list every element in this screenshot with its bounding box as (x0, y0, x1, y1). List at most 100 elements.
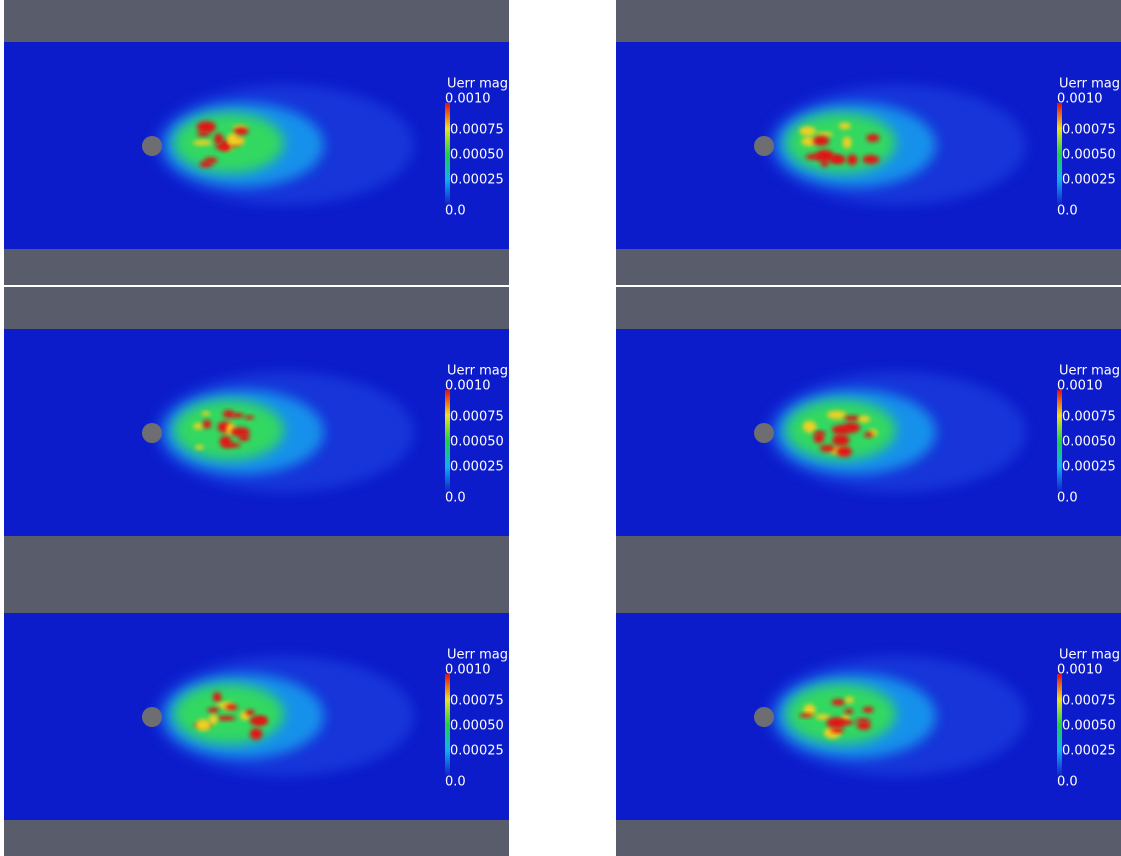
wake-mid (174, 684, 284, 744)
colorbar-tick-label: 0.00050 (450, 435, 504, 450)
colorbar-title: Uerr mag (447, 364, 508, 379)
wake-spot (220, 436, 232, 447)
colorbar-tick-label: 0.0010 (1057, 379, 1103, 394)
wake-spot (832, 425, 851, 435)
wake-spot (231, 427, 250, 436)
cylinder (142, 136, 162, 156)
wake-spot (255, 717, 267, 724)
panel-bottom-band (616, 536, 1121, 572)
wake (766, 372, 1026, 492)
panel-top-band (4, 571, 509, 613)
wake-spot (195, 445, 204, 450)
wake-spot (845, 697, 854, 703)
wake-spot (799, 126, 815, 136)
cylinder (754, 136, 774, 156)
wake-spot (193, 140, 212, 146)
panel: Uerr mag0.00100.000750.000500.000250.0 (4, 287, 509, 572)
wake-spot (803, 421, 817, 433)
wake-spot (827, 411, 847, 419)
wake-spot (842, 137, 851, 149)
wake-spot (805, 154, 824, 160)
wake-spot (839, 123, 851, 130)
wake-spot (226, 704, 238, 710)
colorbar-tick-label: 0.00050 (1062, 435, 1116, 450)
wake-spot (234, 127, 249, 135)
wake-spot (204, 157, 218, 163)
colorbar-tick-label: 0.0010 (445, 663, 491, 678)
wake-spot (857, 722, 871, 730)
colorbar-tick-label: 0.0 (1057, 204, 1078, 219)
colorbar-tick-label: 0.0010 (445, 92, 491, 107)
wake-spot (862, 155, 879, 164)
wake-spot (827, 717, 847, 728)
panel-top-band (4, 287, 509, 329)
wake-spot (213, 692, 222, 702)
panel-bottom-band (4, 820, 509, 856)
wake-spot (813, 433, 824, 443)
colorbar-tick-label: 0.0 (445, 204, 466, 219)
colorbar-tick-label: 0.0 (1057, 775, 1078, 790)
colorbar-tick-label: 0.00050 (1062, 148, 1116, 163)
colorbar-tick-label: 0.00025 (450, 460, 504, 475)
colorbar-title: Uerr mag (1059, 77, 1120, 92)
wake-spot (858, 415, 870, 422)
wake-spot (831, 699, 845, 705)
colorbar-tick-label: 0.00075 (450, 694, 504, 709)
wake-spot (209, 715, 219, 725)
colorbar-tick-label: 0.0 (445, 491, 466, 506)
cylinder (754, 423, 774, 443)
colorbar-tick-label: 0.00050 (1062, 719, 1116, 734)
panel-top-band (616, 287, 1121, 329)
colorbar-title: Uerr mag (1059, 364, 1120, 379)
wake-spot (203, 420, 211, 429)
colorbar-tick-label: 0.0 (1057, 491, 1078, 506)
wake-spot (836, 446, 852, 457)
colorbar-tick-label: 0.00025 (1062, 744, 1116, 759)
wake-spot (244, 415, 254, 419)
panel-bottom-band (4, 536, 509, 572)
wake-spot (821, 160, 829, 167)
wake-spot (196, 719, 211, 731)
wake-spot (246, 710, 255, 716)
wake-spot (197, 121, 216, 133)
colorbar-tick-label: 0.00050 (450, 719, 504, 734)
wake-spot (250, 728, 263, 740)
colorbar-title: Uerr mag (447, 648, 508, 663)
colorbar-tick-label: 0.00025 (1062, 460, 1116, 475)
wake (154, 372, 414, 492)
wake-spot (231, 413, 244, 418)
panel: Uerr mag0.00100.000750.000500.000250.0 (4, 0, 509, 285)
wake-spot (207, 707, 219, 712)
wake (154, 656, 414, 776)
panel-top-band (4, 0, 509, 42)
wake-spot (193, 423, 204, 429)
panel-bottom-band (616, 249, 1121, 285)
cylinder (142, 707, 162, 727)
wake-spot (228, 136, 245, 145)
wake-spot (847, 154, 858, 165)
colorbar-tick-label: 0.0010 (1057, 92, 1103, 107)
panel-bottom-band (4, 249, 509, 285)
colorbar-tick-label: 0.00075 (1062, 694, 1116, 709)
wake-spot (830, 156, 845, 164)
wake-spot (864, 432, 873, 437)
wake-spot (816, 714, 831, 720)
colorbar-title: Uerr mag (1059, 648, 1120, 663)
colorbar-tick-label: 0.00075 (1062, 410, 1116, 425)
wake-spot (844, 415, 860, 420)
colorbar-tick-label: 0.00075 (450, 123, 504, 138)
wake-spot (844, 709, 853, 714)
wake-spot (201, 411, 210, 415)
wake (766, 85, 1026, 205)
wake-spot (799, 713, 813, 717)
colorbar-tick-label: 0.00025 (450, 173, 504, 188)
colorbar-tick-label: 0.00025 (450, 744, 504, 759)
wake (154, 85, 414, 205)
wake-spot (214, 133, 223, 144)
cylinder (754, 707, 774, 727)
wake-spot (813, 136, 829, 146)
panel-top-band (616, 571, 1121, 613)
colorbar-title: Uerr mag (447, 77, 508, 92)
